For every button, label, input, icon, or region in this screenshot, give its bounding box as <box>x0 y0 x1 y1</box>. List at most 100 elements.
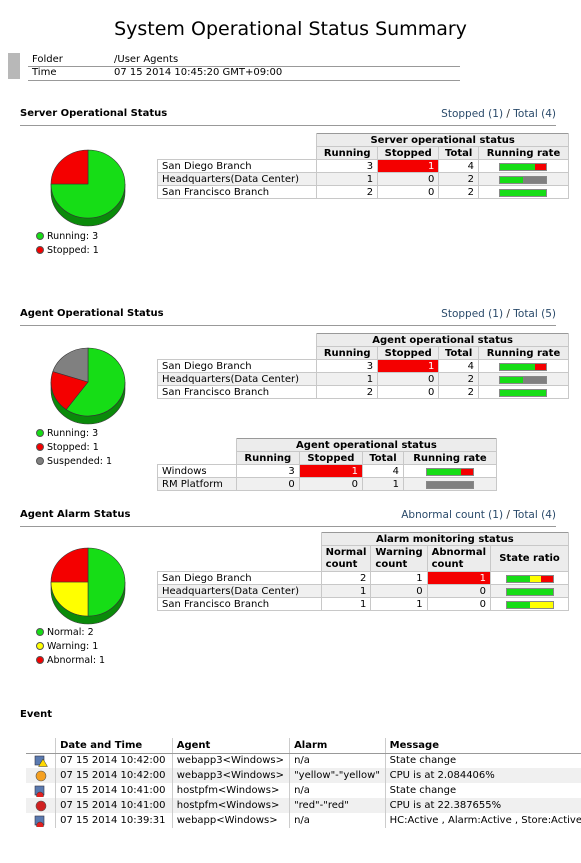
section-divider <box>20 125 556 126</box>
green-dot-icon <box>36 429 44 437</box>
cell-stopped: 1 <box>377 159 440 173</box>
rate-segment <box>529 601 553 608</box>
legend-suspended: Suspended: 1 <box>36 456 112 470</box>
rate-segment <box>506 601 530 608</box>
cell-abnormal: 0 <box>426 597 492 611</box>
cell-running: 1 <box>316 172 379 186</box>
rate-segment <box>523 376 547 383</box>
rate-segment <box>500 389 547 396</box>
agent-status-table: Agent operational status Running Stopped T… <box>156 333 570 399</box>
rate-bar <box>499 162 548 171</box>
event-row[interactable]: 07 15 2014 10:42:00 webapp3<Windows> "yell… <box>26 768 581 783</box>
event-time: 07 15 2014 10:39:31 <box>55 813 173 828</box>
rate-segment <box>506 588 553 595</box>
table-caption: Alarm monitoring status <box>320 532 570 546</box>
legend-stopped: Stopped: 1 <box>36 245 99 259</box>
row-name: San Francisco Branch <box>156 185 318 199</box>
cell-running: 0 <box>235 477 300 491</box>
alarm-abnormal-link[interactable]: Abnormal count (1) <box>401 509 504 521</box>
rate-bar <box>425 467 474 476</box>
agent-stopped-link[interactable]: Stopped (1) <box>441 308 504 320</box>
meta-folder-row: Folder /User Agents <box>28 54 460 67</box>
event-message: HC:Active , Alarm:Active , Store:Active <box>384 813 581 828</box>
pie-slice <box>52 347 89 383</box>
rate-bar <box>505 600 554 609</box>
event-agent: hostpfm<Windows> <box>171 783 290 798</box>
legend-running: Running: 3 <box>36 428 112 442</box>
rate-segment <box>426 481 473 488</box>
event-agent: webapp3<Windows> <box>171 753 290 768</box>
rate-bar <box>499 362 548 371</box>
alarm-summary: Abnormal count (1) / Total (4) <box>401 509 556 521</box>
cell-running: 3 <box>316 359 379 373</box>
rate-segment <box>500 189 547 196</box>
server-pie-chart <box>50 149 126 227</box>
col-running-rate: Running rate <box>402 451 498 465</box>
meta-divider <box>28 66 460 67</box>
col-message: Message <box>384 738 581 754</box>
col-total: Total <box>438 146 479 160</box>
col-date-time: Date and Time <box>55 738 173 754</box>
cell-total: 2 <box>438 185 479 199</box>
server-section-title: Server Operational Status <box>20 108 168 119</box>
meta-bar <box>8 53 20 79</box>
event-agent: webapp<Windows> <box>171 813 290 828</box>
time-label: Time <box>32 67 57 78</box>
col-warning-count: Warning count <box>370 545 428 572</box>
server-status-table: Server operational status Running Stopped… <box>156 133 570 199</box>
gray-dot-icon <box>36 457 44 465</box>
cell-total: 4 <box>362 464 404 478</box>
cell-abnormal: 0 <box>426 584 492 598</box>
col-abnormal-count: Abnormal count <box>426 545 492 572</box>
cell-stopped: 0 <box>377 185 440 199</box>
meta-divider <box>28 80 460 81</box>
event-time: 07 15 2014 10:42:00 <box>55 768 173 783</box>
table-row: Headquarters(Data Center) 1 0 2 <box>156 372 570 386</box>
col-agent: Agent <box>171 738 290 754</box>
server-stopped-link[interactable]: Stopped (1) <box>441 108 504 120</box>
cell-running: 1 <box>316 372 379 386</box>
col-normal-count: Normal count <box>320 545 372 572</box>
yellow-dot-icon <box>36 642 44 650</box>
error-state-icon <box>34 815 44 827</box>
event-alarm: "red"-"red" <box>289 798 386 813</box>
rate-segment <box>426 468 462 475</box>
pie-slice <box>50 581 89 617</box>
server-legend: Running: 3 Stopped: 1 <box>36 231 99 259</box>
page-title: System Operational Status Summary <box>114 18 467 40</box>
alarm-total-link[interactable]: Total (4) <box>513 509 556 521</box>
alarm-status-table: Alarm monitoring status Normal count War… <box>157 532 570 611</box>
table-row: San Diego Branch 2 1 1 <box>157 571 569 585</box>
pie-slice <box>50 547 89 583</box>
row-name: Headquarters(Data Center) <box>156 172 318 186</box>
col-stopped: Stopped <box>377 346 440 360</box>
event-row[interactable]: 07 15 2014 10:41:00 hostpfm<Windows> n/a St… <box>26 783 581 798</box>
rate-segment <box>461 468 473 475</box>
red-dot-icon <box>36 246 44 254</box>
event-message: State change <box>384 753 581 768</box>
table-row: San Francisco Branch 2 0 2 <box>156 185 570 199</box>
agent-total-link[interactable]: Total (5) <box>513 308 556 320</box>
error-state-icon <box>34 785 44 797</box>
cell-warning: 1 <box>370 571 428 585</box>
folder-label: Folder <box>32 54 63 65</box>
legend-stopped: Stopped: 1 <box>36 442 112 456</box>
event-row[interactable]: 07 15 2014 10:42:00 webapp3<Windows> n/a St… <box>26 753 581 768</box>
rate-segment <box>500 376 524 383</box>
server-total-link[interactable]: Total (4) <box>513 108 556 120</box>
rate-segment <box>506 575 530 582</box>
cell-running: 2 <box>316 385 379 399</box>
row-name: Windows <box>157 464 237 478</box>
rate-segment <box>500 363 535 370</box>
event-row[interactable]: 07 15 2014 10:41:00 hostpfm<Windows> "red"… <box>26 798 581 813</box>
warning-alarm-icon <box>35 770 46 781</box>
table-row: Headquarters(Data Center) 1 0 0 <box>157 584 569 598</box>
rate-segment <box>500 163 535 170</box>
rate-bar <box>505 574 554 583</box>
rate-segment <box>523 176 547 183</box>
event-row[interactable]: 07 15 2014 10:39:31 webapp<Windows> n/a HC:… <box>26 813 581 828</box>
row-name: San Francisco Branch <box>156 385 318 399</box>
legend-warning: Warning: 1 <box>36 641 105 655</box>
cell-warning: 1 <box>370 597 428 611</box>
cell-stopped: 1 <box>298 464 364 478</box>
